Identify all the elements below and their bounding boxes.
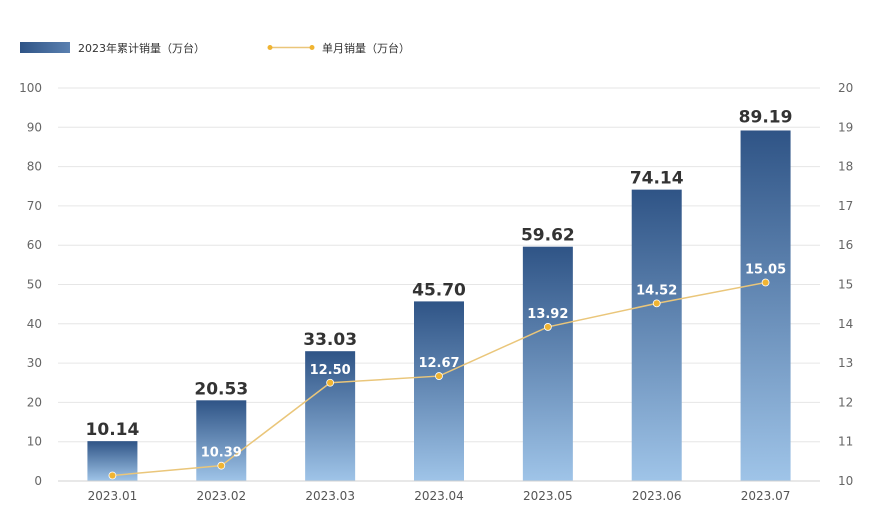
x-tick-label: 2023.06 (632, 489, 682, 503)
left-y-axis: 0 10 20 30 40 50 60 70 80 90 100 (19, 81, 42, 488)
right-y-tick-label: 10 (838, 474, 853, 488)
left-y-tick-label: 90 (27, 120, 42, 134)
left-y-tick-label: 70 (27, 199, 42, 213)
right-y-tick-label: 12 (838, 395, 853, 409)
line-point (652, 299, 661, 308)
line-value-label: 12.50 (310, 363, 351, 378)
x-tick-label: 2023.05 (523, 489, 573, 503)
left-y-tick-label: 80 (27, 160, 42, 174)
right-y-tick-label: 17 (838, 199, 853, 213)
bar-value-label: 10.14 (86, 420, 140, 440)
left-y-tick-label: 50 (27, 278, 42, 292)
x-tick-label: 2023.01 (88, 489, 138, 503)
right-y-tick-label: 19 (838, 120, 853, 134)
bar-value-label: 33.03 (303, 330, 357, 350)
legend-line-marker (267, 45, 273, 50)
bar-value-label: 45.70 (412, 280, 466, 300)
right-y-tick-label: 11 (838, 435, 853, 449)
bar (631, 189, 682, 481)
x-tick-label: 2023.07 (741, 489, 791, 503)
right-y-tick-label: 14 (838, 317, 853, 331)
bar-series: 10.14 20.53 33.03 45.70 59.62 74.14 89.19 (86, 107, 793, 481)
left-y-tick-label: 30 (27, 356, 42, 370)
x-tick-label: 2023.04 (414, 489, 464, 503)
bar-value-label: 59.62 (521, 226, 575, 246)
left-y-tick-label: 100 (19, 81, 42, 95)
line-point (543, 323, 552, 331)
legend-bar-swatch (20, 42, 70, 53)
line-value-label: 10.39 (201, 446, 242, 461)
line-series: 10.39 12.50 12.67 13.92 14.52 15.05 (108, 263, 786, 480)
legend-line-marker (309, 45, 315, 50)
bar-value-label: 74.14 (630, 169, 684, 189)
bar (414, 301, 464, 481)
right-y-tick-label: 20 (838, 81, 853, 95)
line-value-label: 14.52 (636, 283, 677, 298)
bar-value-label: 20.53 (194, 379, 248, 399)
legend: 2023年累计销量（万台） 单月销量（万台） (20, 41, 410, 55)
line-point (435, 372, 443, 380)
bar (740, 130, 791, 481)
x-tick-label: 2023.02 (196, 489, 246, 503)
right-y-tick-label: 18 (838, 160, 853, 174)
right-y-tick-label: 15 (838, 278, 853, 292)
line-point (108, 471, 117, 480)
bar-value-label: 89.19 (739, 107, 793, 127)
left-y-tick-label: 40 (27, 317, 42, 331)
right-y-axis: 10 11 12 13 14 15 16 17 18 19 20 (838, 81, 853, 488)
line-value-label: 12.67 (418, 356, 459, 371)
right-y-tick-label: 16 (838, 238, 853, 252)
bar (305, 351, 356, 481)
left-y-tick-label: 0 (34, 474, 42, 488)
left-y-tick-label: 10 (27, 435, 42, 449)
line-point (217, 461, 226, 470)
x-axis: 2023.01 2023.02 2023.03 2023.04 2023.05 2023.… (58, 480, 820, 503)
bar (522, 246, 573, 481)
left-y-tick-label: 60 (27, 238, 42, 252)
legend-bar-label: 2023年累计销量（万台） (78, 41, 205, 55)
legend-line-label: 单月销量（万台） (322, 41, 410, 55)
line-point (326, 378, 335, 387)
line-value-label: 13.92 (527, 307, 568, 322)
line-value-label: 15.05 (745, 263, 786, 278)
left-y-tick-label: 20 (27, 395, 42, 409)
right-y-tick-label: 13 (838, 356, 853, 370)
x-tick-label: 2023.03 (305, 489, 355, 503)
line-point (761, 278, 770, 287)
